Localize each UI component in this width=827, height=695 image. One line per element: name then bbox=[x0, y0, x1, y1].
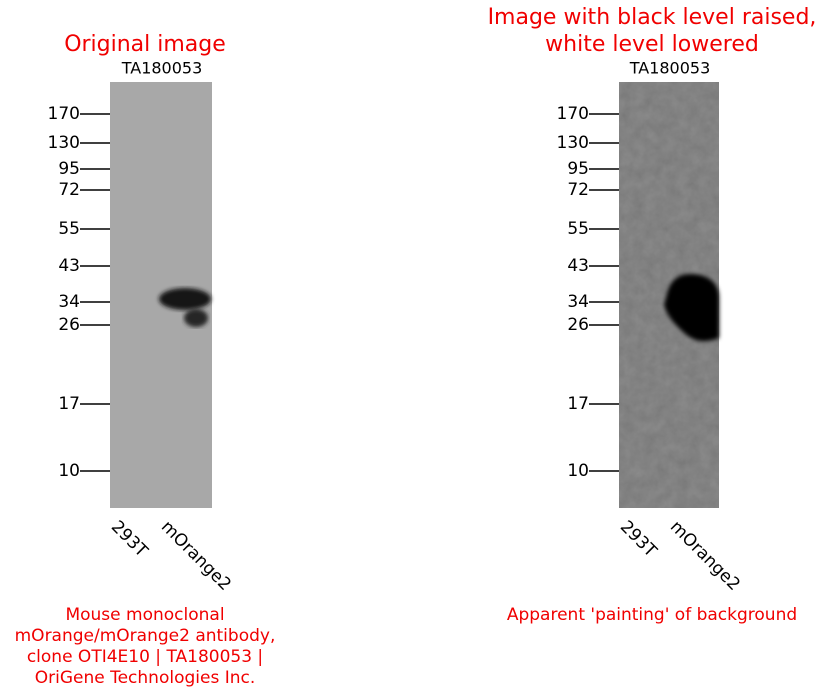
lane-label: mOrange2 bbox=[157, 517, 235, 595]
marker-label: 10 bbox=[58, 461, 80, 481]
marker-label: 130 bbox=[48, 133, 80, 153]
marker-label: 130 bbox=[557, 133, 589, 153]
marker-label: 26 bbox=[58, 315, 80, 335]
caption: Mouse monoclonal bbox=[65, 605, 224, 625]
marker-label: 17 bbox=[567, 394, 589, 414]
panel-title: Original image bbox=[64, 32, 226, 57]
blot-label: TA180053 bbox=[629, 59, 711, 78]
marker-label: 26 bbox=[567, 315, 589, 335]
band bbox=[184, 309, 208, 327]
lane-label: 293T bbox=[616, 517, 661, 562]
caption: Apparent 'painting' of background bbox=[507, 605, 797, 625]
marker-label: 72 bbox=[58, 180, 80, 200]
caption: mOrange/mOrange2 antibody, bbox=[15, 626, 276, 646]
caption: OriGene Technologies Inc. bbox=[35, 668, 256, 688]
marker-label: 34 bbox=[567, 292, 589, 312]
lane-label: 293T bbox=[107, 517, 152, 562]
panel-title: Image with black level raised, bbox=[488, 5, 817, 30]
band bbox=[159, 288, 211, 310]
marker-label: 170 bbox=[557, 104, 589, 124]
band bbox=[664, 274, 720, 342]
marker-label: 43 bbox=[58, 256, 80, 276]
panel-title: white level lowered bbox=[545, 32, 759, 57]
blot-label: TA180053 bbox=[121, 59, 203, 78]
marker-label: 55 bbox=[567, 219, 589, 239]
lane-label: mOrange2 bbox=[666, 517, 744, 595]
marker-label: 72 bbox=[567, 180, 589, 200]
marker-label: 95 bbox=[567, 159, 589, 179]
marker-label: 34 bbox=[58, 292, 80, 312]
caption: clone OTI4E10 | TA180053 | bbox=[27, 647, 263, 667]
marker-label: 95 bbox=[58, 159, 80, 179]
marker-label: 10 bbox=[567, 461, 589, 481]
marker-label: 43 bbox=[567, 256, 589, 276]
marker-label: 55 bbox=[58, 219, 80, 239]
marker-label: 17 bbox=[58, 394, 80, 414]
marker-label: 170 bbox=[48, 104, 80, 124]
